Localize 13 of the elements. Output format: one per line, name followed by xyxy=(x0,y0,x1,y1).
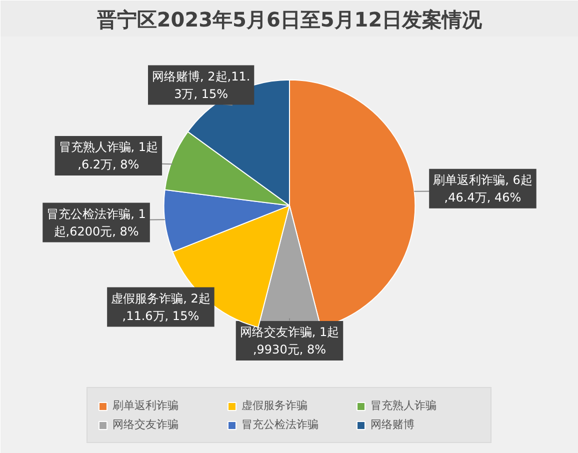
data-label: 虚假服务诈骗, 2起,11.6万, 15% xyxy=(111,291,210,323)
legend-label: 刷单返利诈骗 xyxy=(112,398,180,413)
legend-label: 网络交友诈骗 xyxy=(112,417,180,432)
data-label: 网络交友诈骗, 1起,9930元, 8% xyxy=(240,325,340,357)
data-label: 刷单返利诈骗, 6起,46.4万, 46% xyxy=(433,172,532,204)
legend-label: 冒充熟人诈骗 xyxy=(370,398,438,413)
data-label: 冒充熟人诈骗, 1起,6.2万, 8% xyxy=(58,140,158,172)
legend-label: 冒充公检法诈骗 xyxy=(242,417,320,432)
data-label: 网络赌博, 2起,11.3万, 15% xyxy=(152,69,250,101)
data-label: 冒充公检法诈骗, 1起,6200元, 8% xyxy=(46,206,146,238)
chart-title: 晋宁区2023年5月6日至5月12日发案情况 xyxy=(96,8,484,32)
legend-label: 虚假服务诈骗 xyxy=(242,398,308,413)
legend-label: 网络赌博 xyxy=(370,417,416,432)
